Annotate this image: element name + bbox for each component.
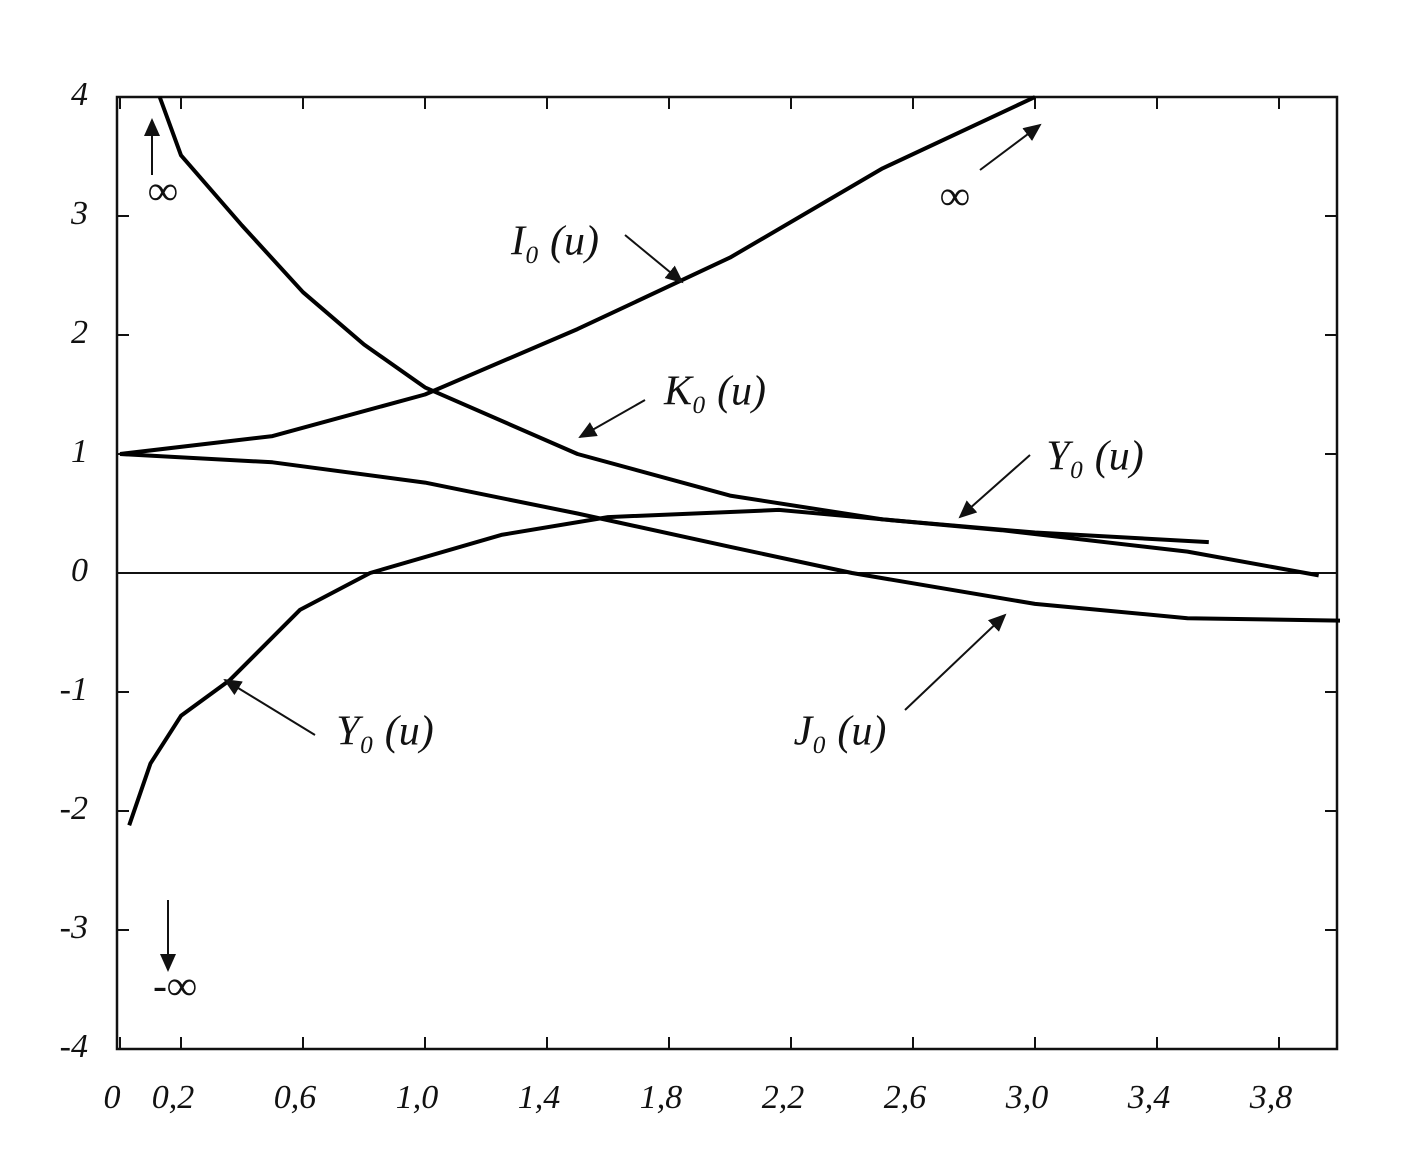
annotation: ∞ bbox=[940, 174, 970, 220]
x-tick-label: 2,6 bbox=[884, 1079, 927, 1116]
annotation: -∞ bbox=[153, 964, 197, 1010]
curve bbox=[119, 452, 1341, 623]
y-tick-label: 3 bbox=[70, 195, 88, 232]
x-tick-label: 3,8 bbox=[1249, 1079, 1293, 1116]
curve-label: K₀ (u) bbox=[663, 369, 766, 415]
curve-label: I₀ (u) bbox=[510, 219, 599, 265]
x-tick-label: 0 bbox=[104, 1079, 121, 1116]
y-tick-label: -2 bbox=[60, 790, 88, 827]
x-tick-label: 1,0 bbox=[396, 1079, 439, 1116]
curve bbox=[127, 507, 1320, 826]
x-tick-label: 0,6 bbox=[274, 1079, 317, 1116]
pointer-arrow bbox=[578, 399, 646, 438]
y-tick-label: 4 bbox=[71, 76, 88, 113]
y-tick-label: 0 bbox=[71, 552, 88, 589]
curve bbox=[119, 95, 1036, 456]
y-tick-label: 2 bbox=[71, 314, 88, 351]
pointer-arrow bbox=[223, 678, 316, 736]
x-tick-label: 0,2 bbox=[152, 1079, 195, 1116]
x-tick-label: 1,8 bbox=[640, 1079, 683, 1116]
x-tick-label: 2,2 bbox=[762, 1079, 805, 1116]
x-tick-label: 1,4 bbox=[518, 1079, 561, 1116]
annotation: ∞ bbox=[148, 169, 178, 215]
pointer-arrow bbox=[904, 613, 1007, 711]
x-tick-label: 3,4 bbox=[1127, 1079, 1171, 1116]
pointer-arrow bbox=[979, 123, 1042, 171]
y-tick-label: 1 bbox=[71, 433, 88, 470]
x-tick-label: 3,0 bbox=[1005, 1079, 1049, 1116]
pointer-arrow bbox=[958, 454, 1031, 519]
y-tick-label: -4 bbox=[60, 1028, 88, 1065]
y-tick-label: -3 bbox=[60, 909, 88, 946]
curve-label: J₀ (u) bbox=[794, 709, 887, 755]
curve-label: Y₀ (u) bbox=[1046, 434, 1143, 480]
annotation: Y₀ (u) bbox=[336, 709, 433, 755]
y-tick-label: -1 bbox=[60, 671, 88, 708]
pointer-arrow bbox=[624, 234, 684, 284]
